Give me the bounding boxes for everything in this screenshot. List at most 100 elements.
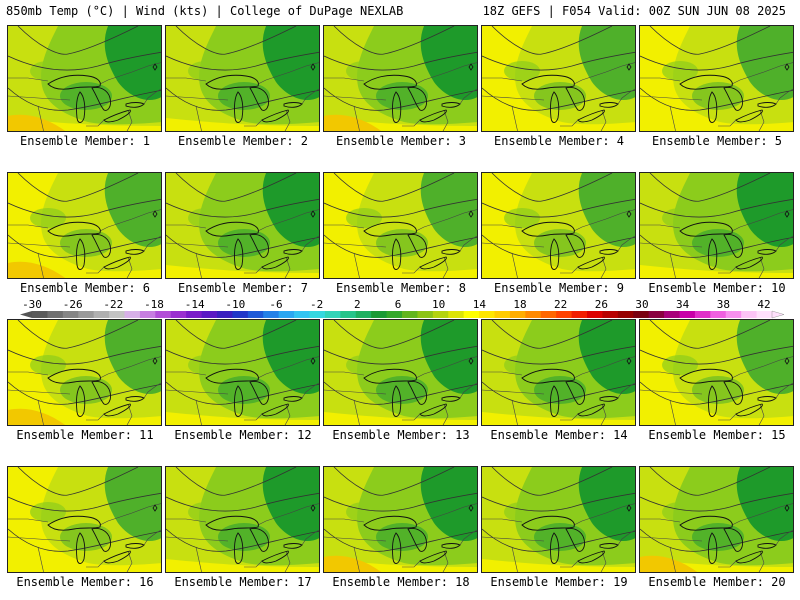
diamond-marker [784,357,790,365]
border-line [324,77,365,82]
height-contours [640,467,793,552]
diamond-marker [468,63,474,71]
warm-strip [166,265,319,278]
warm-strip [482,265,635,278]
lake-outline [735,403,763,417]
height-contour [649,320,771,349]
warm-strip [482,118,635,131]
lake-outline [441,249,461,255]
cool-patch [504,502,540,522]
border-line [195,546,202,572]
border-line [143,88,161,105]
lake-outline [76,91,86,123]
cool-zone [262,26,319,100]
member-map-panel [481,466,636,573]
member-map-panel [165,466,320,573]
member-map-panel [323,319,478,426]
colorbar-swatch [479,311,495,318]
border-line [617,382,635,399]
colorbar-swatch [509,311,526,318]
lake-outline [103,256,131,270]
political-borders [8,209,161,278]
border-line [8,371,49,376]
member-map-panel [639,466,794,573]
border-line [482,224,523,229]
great-lakes [679,74,777,123]
border-line [482,518,523,523]
colorbar-swatch [217,311,233,318]
member-label: Ensemble Member: 8 [335,281,467,295]
hot-zone [324,114,382,131]
great-lakes [47,515,145,564]
lake-outline [565,87,585,111]
cool-patch [692,82,744,110]
great-lakes [521,221,619,270]
hot-zone [8,114,66,131]
border-line [37,399,44,425]
height-contours [482,320,635,405]
border-line [573,209,635,232]
warm-zone [166,173,319,278]
colorbar-swatch [648,311,665,318]
lake-outline [599,543,619,549]
member-map-svg [8,173,161,278]
colorbar-tick-label: 42 [757,298,770,311]
lake-outline [363,515,417,531]
height-contour [640,234,793,258]
cool-zone [736,320,793,394]
political-borders [324,356,477,425]
border-line [166,389,229,395]
border-line [402,413,421,421]
diamond-marker [468,504,474,512]
lake-outline [125,543,145,549]
border-line [640,389,703,395]
lake-outline [249,87,269,111]
lake-outline [234,532,244,564]
border-line [324,242,387,248]
colorbar-swatch [324,311,341,318]
colorbar-tick-label: -26 [63,298,83,311]
border-line [99,356,161,379]
height-contour [8,234,161,258]
warm-strip [166,118,319,131]
lake-outline [757,543,777,549]
lake-outline [47,74,101,90]
lake-outline [407,234,427,258]
member-label: Ensemble Member: 7 [177,281,309,295]
border-line [573,356,635,379]
lake-outline [735,256,763,270]
border-line [37,546,44,572]
warm-zone [640,320,793,425]
colorbar-swatch [170,311,187,318]
height-contour [482,234,635,258]
border-line [402,266,421,274]
warm-strip [640,118,793,131]
colorbar-swatch [201,311,218,318]
lake-outline [757,102,777,108]
political-borders [166,356,319,425]
member-map-panel [323,25,478,132]
warm-strip [482,412,635,425]
lake-outline [599,396,619,402]
cool-patch [218,523,270,551]
border-line [775,382,793,399]
colorbar-right-arrow [771,310,785,319]
colorbar-tick-label: -30 [22,298,42,311]
border-line [617,529,635,546]
border-line [482,242,545,248]
lake-outline [577,403,605,417]
lake-outline [723,87,743,111]
height-contour [482,528,635,552]
border-line [126,403,133,425]
cool-patch [662,61,698,81]
border-line [324,371,365,376]
height-contour [482,345,635,365]
cool-patch [346,502,382,522]
border-line [126,256,133,278]
cool-patch [60,229,112,257]
lake-outline [125,102,145,108]
height-contour [491,467,613,496]
member-label: Ensemble Member: 17 [174,575,312,589]
lake-outline [76,385,86,417]
border-line [600,550,607,572]
